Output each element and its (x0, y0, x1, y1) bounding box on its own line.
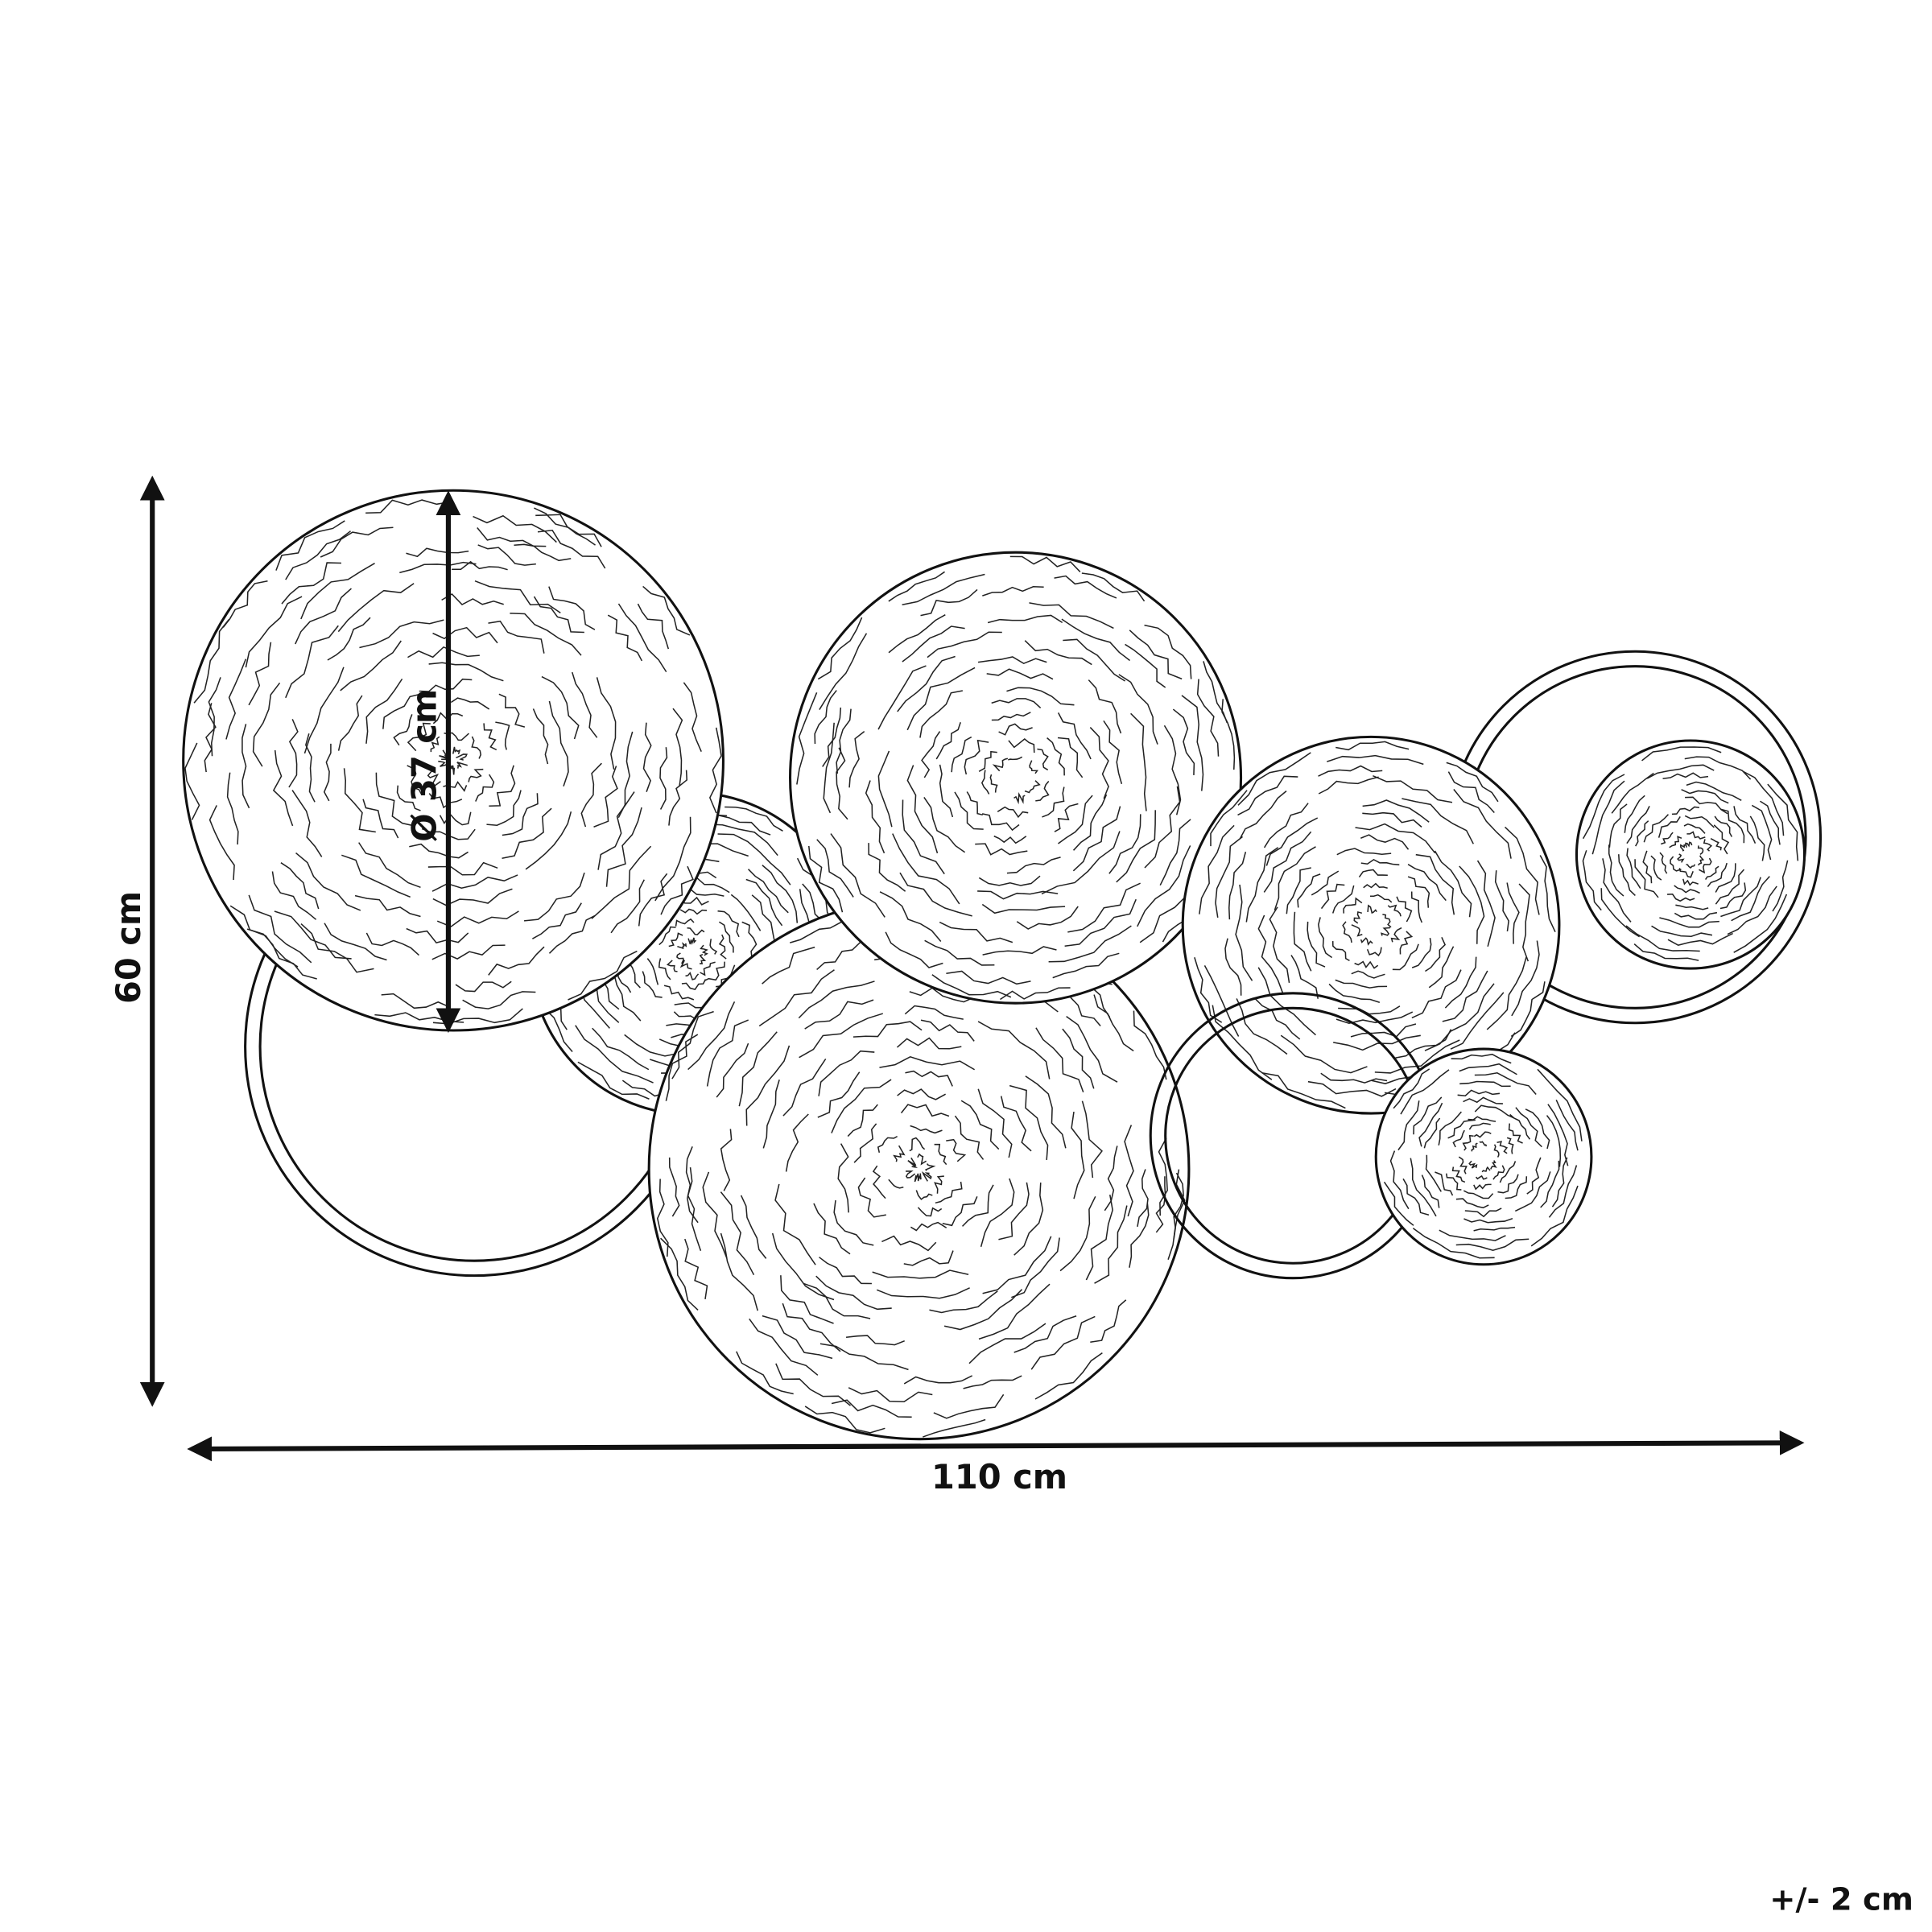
height-label: 60 cm (109, 891, 148, 1004)
tolerance-label: +/- 2 cm (1769, 1881, 1913, 1918)
diameter-label: Ø 37 cm (405, 689, 444, 842)
wall-art-illustration (182, 489, 1823, 1441)
width-dimension-arrow (187, 1430, 1805, 1462)
textured-disc (1181, 735, 1561, 1115)
textured-disc (647, 898, 1191, 1441)
width-label: 110 cm (931, 1457, 1067, 1496)
textured-disc (789, 551, 1243, 1005)
textured-disc (1575, 739, 1806, 970)
textured-disc (1374, 1047, 1593, 1266)
textured-disc (182, 489, 724, 1032)
